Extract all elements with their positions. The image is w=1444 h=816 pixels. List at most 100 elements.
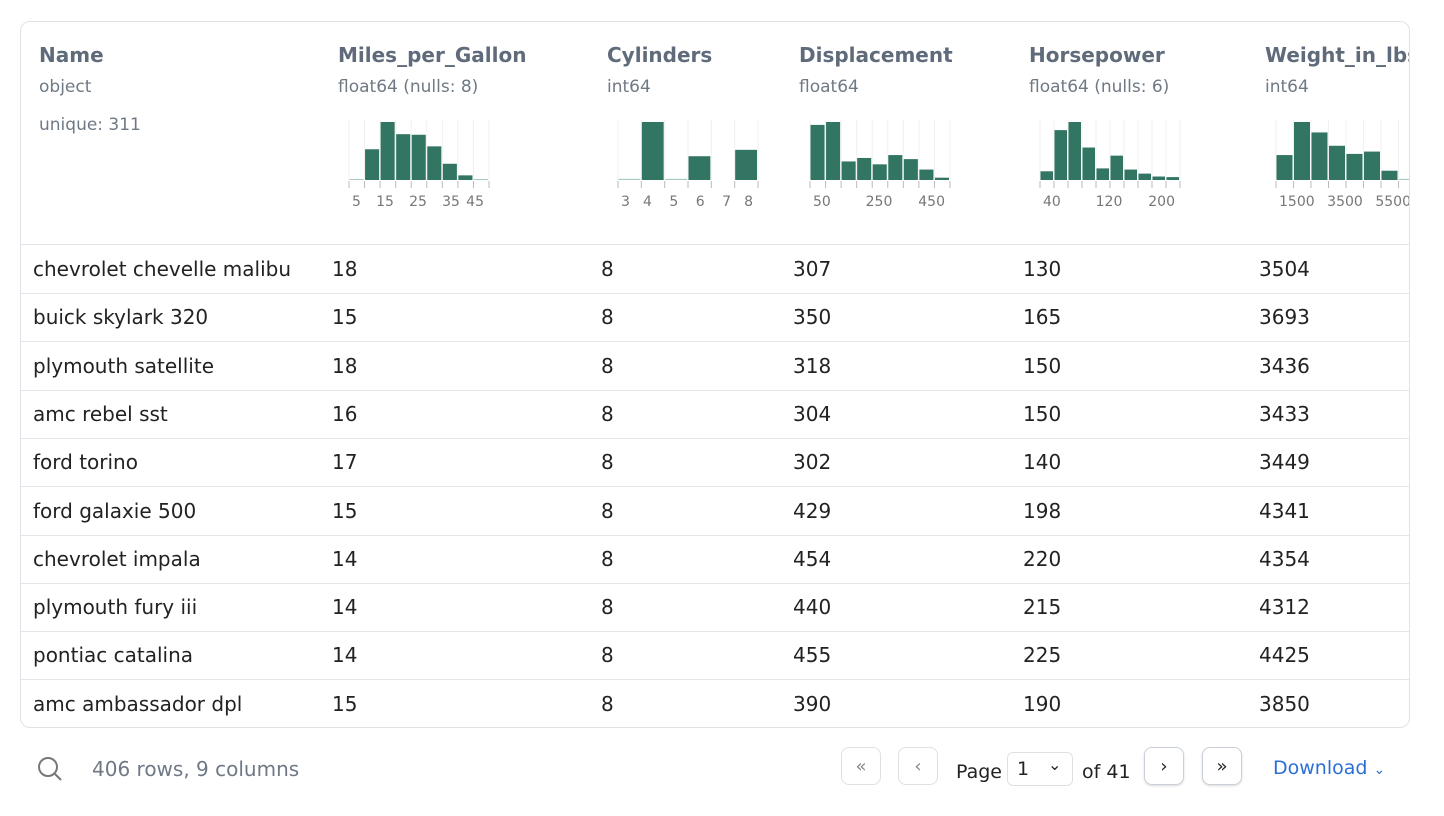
table-cell: 225 xyxy=(1023,643,1062,668)
tick-label: 6 xyxy=(696,194,705,210)
tick-label: 50 xyxy=(813,194,831,210)
histogram: 50 250 450 xyxy=(809,120,951,210)
table-cell: 304 xyxy=(793,401,832,426)
table-cell: ford torino xyxy=(33,450,138,475)
column-type: float64 (nulls: 6) xyxy=(1029,77,1170,97)
tick-label: 40 xyxy=(1043,194,1061,210)
histogram-bar xyxy=(1329,145,1345,180)
table-cell: 4425 xyxy=(1259,643,1310,668)
table-cell: chevrolet chevelle malibu xyxy=(33,257,292,281)
tick-label: 5 xyxy=(669,194,678,210)
column-name: Weight_in_lbs xyxy=(1265,43,1410,67)
histogram-bar xyxy=(1068,122,1081,180)
table-cell: 4341 xyxy=(1259,498,1310,523)
tick-label: 450 xyxy=(918,194,945,210)
table-cell: 15 xyxy=(332,305,358,330)
table-cell: 15 xyxy=(332,691,358,716)
table-cell: 3693 xyxy=(1259,305,1310,330)
histogram-bar xyxy=(1110,155,1123,180)
histogram-bar xyxy=(380,122,395,180)
table-cell: chevrolet impala xyxy=(33,546,201,571)
column-name: Displacement xyxy=(799,43,953,67)
histogram-bar xyxy=(1276,155,1293,180)
histogram-bar xyxy=(1054,130,1067,180)
table-cell: 3436 xyxy=(1259,353,1310,378)
table-cell: 15 xyxy=(332,498,358,523)
histogram-bar xyxy=(872,164,887,180)
tick-label: 4 xyxy=(643,194,652,210)
table-cell: 390 xyxy=(793,691,832,716)
histogram-bar xyxy=(688,156,711,180)
search-icon[interactable] xyxy=(36,755,64,783)
table-cell: amc ambassador dpl xyxy=(33,691,243,716)
table-cell: 429 xyxy=(793,498,832,523)
table-row[interactable]: buick skylark 320 15 8 350 165 3693 xyxy=(21,293,1409,343)
table-cell: ford galaxie 500 xyxy=(33,498,197,523)
table-cell: 14 xyxy=(332,643,358,668)
table-cell: 8 xyxy=(601,450,614,475)
table-cell: 8 xyxy=(601,305,614,330)
tick-label: 45 xyxy=(466,194,484,210)
tick-label: 5 xyxy=(352,194,361,210)
table-cell: 17 xyxy=(332,450,358,475)
table-row[interactable]: ford galaxie 500 15 8 429 198 4341 xyxy=(21,487,1409,536)
table-cell: 3449 xyxy=(1259,450,1310,475)
column-name: Horsepower xyxy=(1029,43,1165,67)
histogram-bar xyxy=(442,163,457,180)
download-button[interactable]: Download ⌄ xyxy=(1273,757,1385,779)
table-row[interactable]: chevrolet impala 14 8 454 220 4354 xyxy=(21,535,1409,584)
histogram-bar xyxy=(411,134,426,180)
histogram-bar xyxy=(365,149,380,180)
table-cell: 440 xyxy=(793,595,832,620)
table-cell: 3504 xyxy=(1259,257,1310,281)
table-row[interactable]: amc ambassador dpl 15 8 390 190 3850 xyxy=(21,680,1409,727)
tick-label: 35 xyxy=(442,194,460,210)
page-label: Page xyxy=(956,761,1002,783)
histogram-bar xyxy=(1294,122,1310,180)
table-cell: 18 xyxy=(332,257,358,281)
table-row[interactable]: ford torino 17 8 302 140 3449 xyxy=(21,438,1409,488)
table-row[interactable]: amc rebel sst 16 8 304 150 3433 xyxy=(21,390,1409,439)
histogram-bar xyxy=(1364,151,1380,180)
page-select[interactable]: 1 ⌄ xyxy=(1007,752,1073,786)
column-type: int64 xyxy=(607,77,651,97)
last-page-button[interactable]: » xyxy=(1202,747,1242,785)
unique-count: unique: 311 xyxy=(39,115,141,135)
table-cell: 4312 xyxy=(1259,595,1310,620)
table-cell: 454 xyxy=(793,546,832,571)
table-cell: 130 xyxy=(1023,257,1062,281)
table-cell: 455 xyxy=(793,643,832,668)
table-cell: 3850 xyxy=(1259,691,1310,716)
prev-page-button[interactable]: ‹ xyxy=(898,747,938,785)
histogram-bar xyxy=(1138,173,1151,180)
table-cell: 318 xyxy=(793,353,832,378)
table-cell: 8 xyxy=(601,691,614,716)
tick-label: 1500 xyxy=(1279,194,1315,210)
next-page-button[interactable]: › xyxy=(1144,747,1184,785)
table-row[interactable]: pontiac catalina 14 8 455 225 4425 xyxy=(21,631,1409,681)
histogram-bar xyxy=(1346,153,1363,180)
tick-label: 8 xyxy=(744,194,753,210)
table-cell: 8 xyxy=(601,257,614,281)
table-cell: 8 xyxy=(601,498,614,523)
column-name: Name xyxy=(39,43,104,67)
table-cell: 14 xyxy=(332,595,358,620)
table-row[interactable]: chevrolet chevelle malibu 18 8 307 130 3504 xyxy=(21,245,1409,294)
table-row[interactable]: plymouth fury iii 14 8 440 215 4312 xyxy=(21,583,1409,633)
column-type: object xyxy=(39,77,92,97)
row-count: 406 rows, 9 columns xyxy=(92,757,300,781)
page-value: 1 xyxy=(1017,758,1030,780)
histogram-bar xyxy=(841,161,856,180)
table-row[interactable]: plymouth satellite 18 8 318 150 3436 xyxy=(21,342,1409,391)
histogram-bar xyxy=(1399,178,1409,180)
column-name: Miles_per_Gallon xyxy=(338,43,527,67)
download-label: Download xyxy=(1273,757,1368,779)
table-cell: 8 xyxy=(601,595,614,620)
histogram-bar xyxy=(826,122,841,180)
table-cell: 215 xyxy=(1023,595,1062,620)
first-page-button[interactable]: « xyxy=(841,747,881,785)
column-type: float64 (nulls: 8) xyxy=(338,77,479,97)
histogram: 5 15 25 35 45 xyxy=(348,120,490,210)
histogram-bar xyxy=(473,179,488,180)
